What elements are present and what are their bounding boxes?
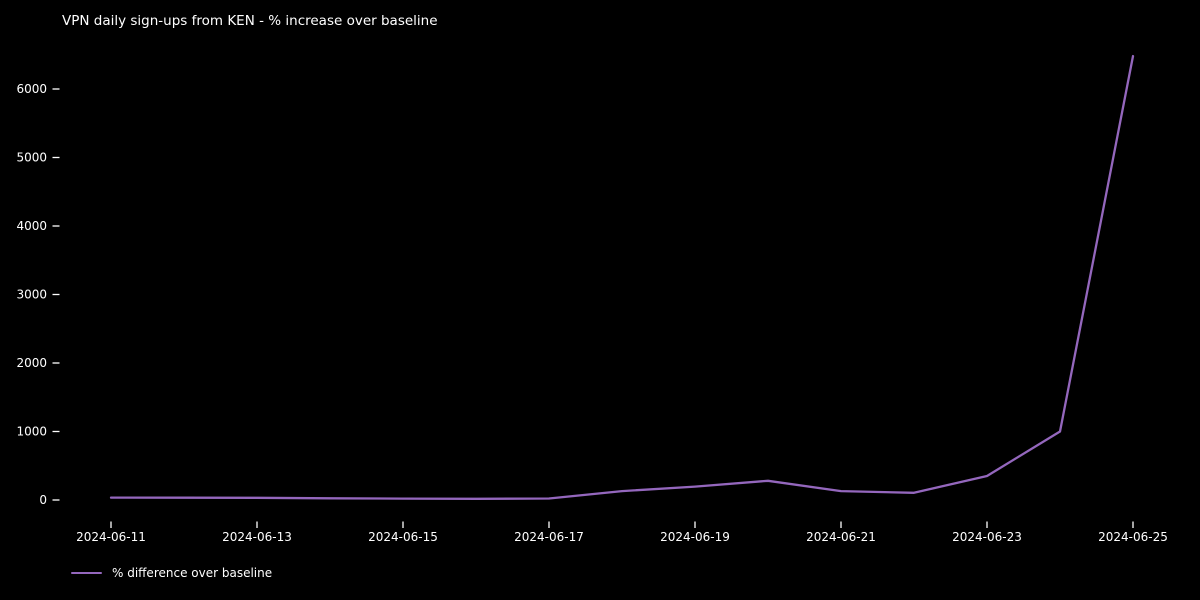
x-tick-label: 2024-06-23 <box>952 530 1022 544</box>
y-tick-label: 1000 <box>16 425 47 439</box>
legend: % difference over baseline <box>71 566 272 580</box>
x-tick-label: 2024-06-19 <box>660 530 730 544</box>
x-tick-label: 2024-06-21 <box>806 530 876 544</box>
y-tick-label: 2000 <box>16 356 47 370</box>
legend-label: % difference over baseline <box>112 566 273 580</box>
x-tick-label: 2024-06-13 <box>222 530 292 544</box>
chart-title: VPN daily sign-ups from KEN - % increase… <box>62 13 438 29</box>
x-tick-label: 2024-06-17 <box>514 530 584 544</box>
y-tick-label: 5000 <box>16 151 47 165</box>
y-tick-label: 0 <box>39 493 47 507</box>
y-tick-label: 6000 <box>16 82 47 96</box>
x-tick-label: 2024-06-15 <box>368 530 438 544</box>
x-tick-label: 2024-06-25 <box>1098 530 1168 544</box>
y-tick-label: 3000 <box>16 288 47 302</box>
signups-line-series <box>109 54 1135 500</box>
y-tick-label: 4000 <box>16 219 47 233</box>
x-tick-label: 2024-06-11 <box>76 530 146 544</box>
legend-line-swatch <box>71 571 102 575</box>
